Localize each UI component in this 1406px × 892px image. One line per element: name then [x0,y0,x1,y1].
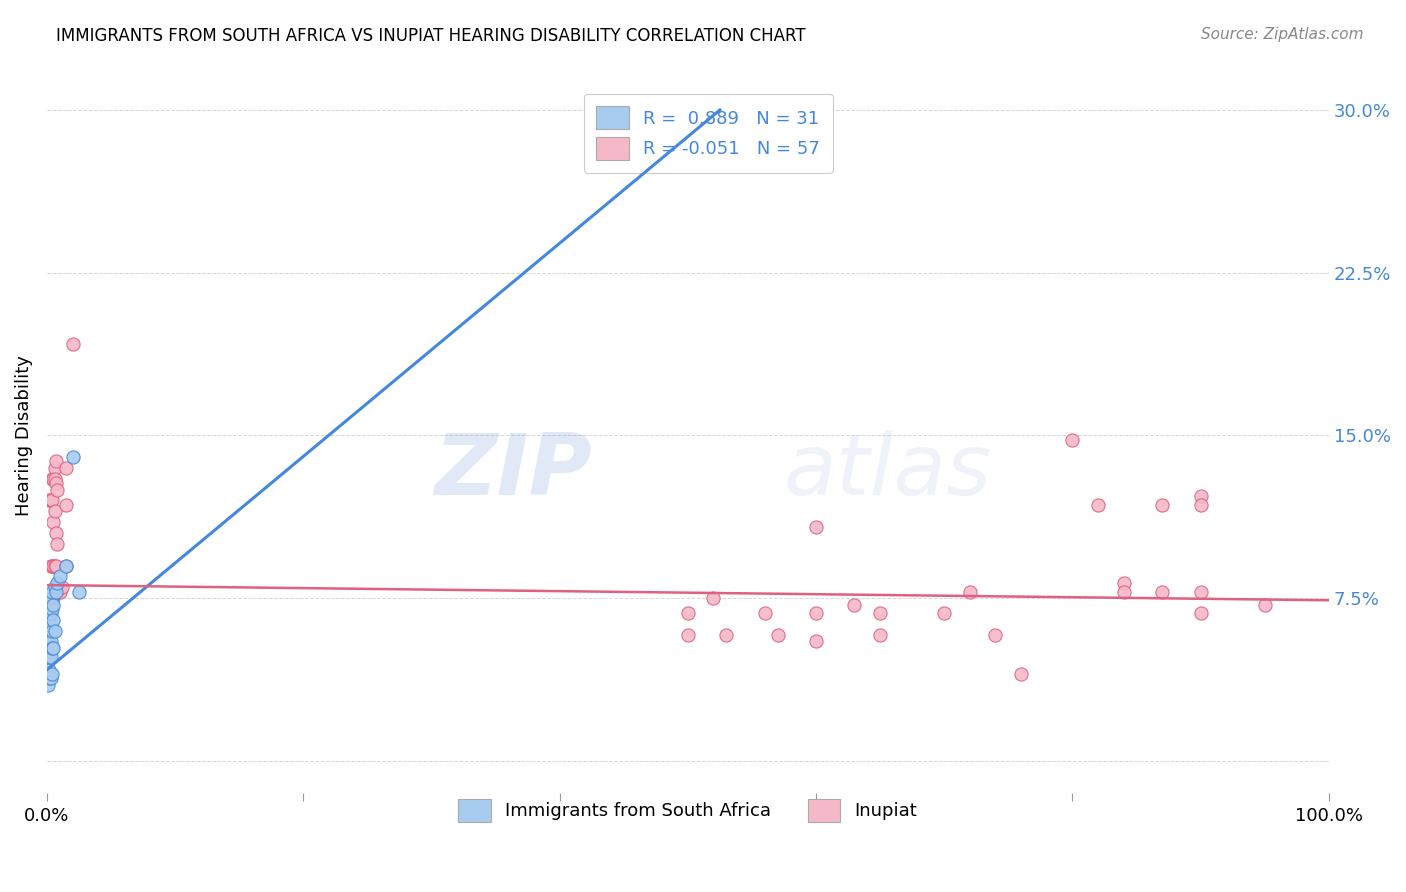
Point [804,634,827,648]
Point [869,628,891,642]
Point [38,634,60,648]
Point [1112,584,1135,599]
Text: Source: ZipAtlas.com: Source: ZipAtlas.com [1201,27,1364,42]
Point [44,624,66,638]
Point [55,558,77,573]
Point [45,476,67,491]
Point [39,558,62,573]
Point [41,558,63,573]
Point [51,580,73,594]
Point [39,607,62,621]
Point [46,483,69,497]
Point [1189,584,1212,599]
Point [42,591,65,606]
Point [45,584,67,599]
Point [67,584,90,599]
Point [42,558,65,573]
Point [39,624,62,638]
Point [39,619,62,633]
Point [1087,498,1109,512]
Point [46,575,69,590]
Point [46,537,69,551]
Point [39,634,62,648]
Point [45,526,67,541]
Point [754,607,776,621]
Point [645,157,668,171]
Point [44,504,66,518]
Point [44,472,66,486]
Point [676,607,699,621]
Point [55,461,77,475]
Point [62,450,84,464]
Point [42,598,65,612]
Point [1189,607,1212,621]
Point [676,628,699,642]
Point [869,607,891,621]
Text: ZIP: ZIP [434,430,592,513]
Point [38,649,60,664]
Point [804,607,827,621]
Point [41,667,63,681]
Point [1010,667,1032,681]
Point [42,472,65,486]
Point [1112,575,1135,590]
Point [959,584,981,599]
Point [44,461,66,475]
Point [48,584,70,599]
Point [716,628,738,642]
Point [41,624,63,638]
Point [41,493,63,508]
Point [41,602,63,616]
Point [37,667,59,681]
Point [39,591,62,606]
Text: IMMIGRANTS FROM SOUTH AFRICA VS INUPIAT HEARING DISABILITY CORRELATION CHART: IMMIGRANTS FROM SOUTH AFRICA VS INUPIAT … [56,27,806,45]
Point [41,472,63,486]
Point [766,628,789,642]
Point [42,613,65,627]
Point [45,454,67,468]
Point [1152,584,1174,599]
Legend: Immigrants from South Africa, Inupiat: Immigrants from South Africa, Inupiat [446,786,929,834]
Point [55,498,77,512]
Point [39,493,62,508]
Point [62,337,84,351]
Point [1253,598,1275,612]
Point [44,584,66,599]
Text: atlas: atlas [785,430,993,513]
Point [41,584,63,599]
Point [984,628,1007,642]
Point [42,640,65,655]
Point [41,591,63,606]
Point [55,558,77,573]
Point [38,493,60,508]
Point [1062,433,1084,447]
Point [1189,498,1212,512]
Point [804,519,827,533]
Point [38,624,60,638]
Point [41,640,63,655]
Point [934,607,956,621]
Point [45,558,67,573]
Point [37,678,59,692]
Point [48,569,70,583]
Point [38,663,60,677]
Point [844,598,866,612]
Point [38,613,60,627]
Point [48,584,70,599]
Point [1189,489,1212,503]
Point [702,591,724,606]
Y-axis label: Hearing Disability: Hearing Disability [15,355,32,516]
Point [38,672,60,686]
Point [1152,498,1174,512]
Point [39,672,62,686]
Point [42,515,65,529]
Point [44,558,66,573]
Point [39,591,62,606]
Point [39,649,62,664]
Point [44,580,66,594]
